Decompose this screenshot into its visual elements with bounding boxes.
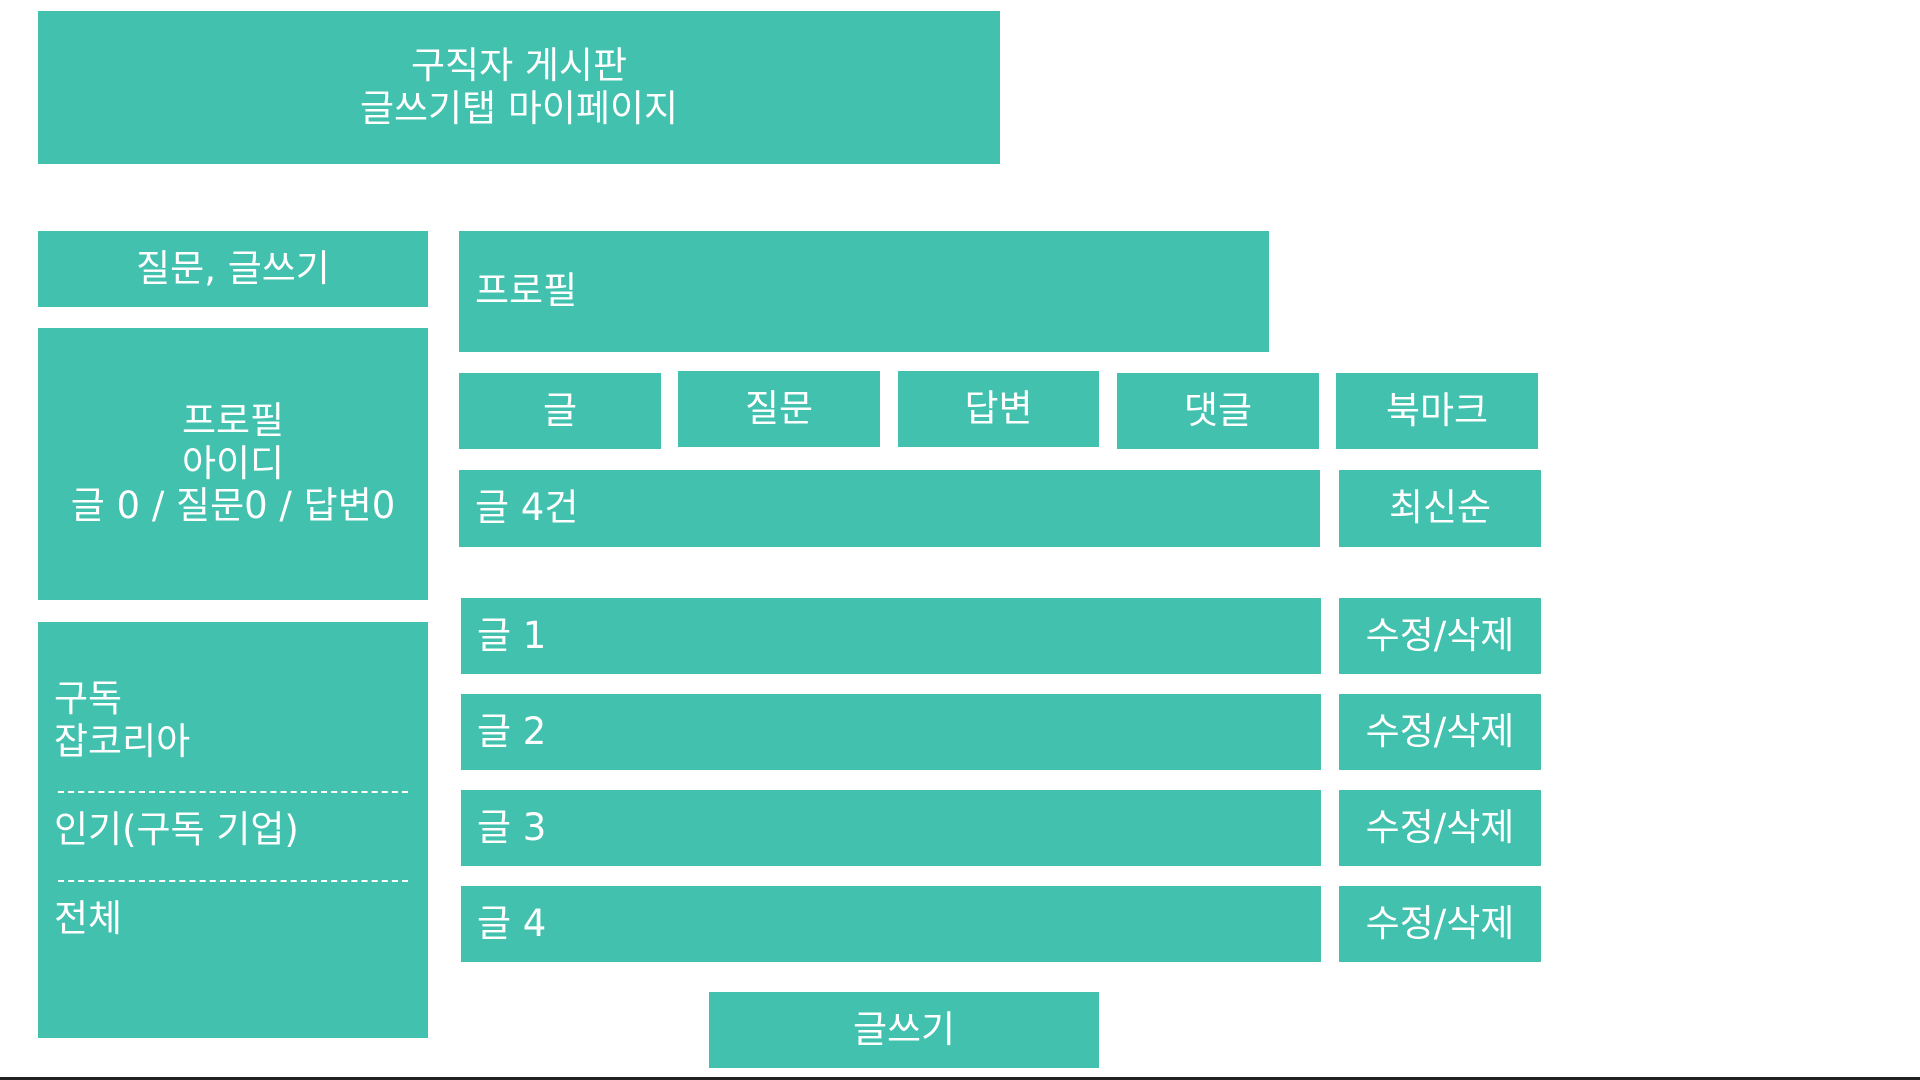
post-count-bar: 글 4건 (459, 470, 1320, 547)
edit-delete-label: 수정/삭제 (1365, 805, 1515, 849)
post-row[interactable]: 글 3 (461, 790, 1321, 866)
post-title: 글 2 (477, 709, 547, 753)
post-row[interactable]: 글 2 (461, 694, 1321, 770)
bottom-border (0, 1077, 1920, 1080)
edit-delete-button[interactable]: 수정/삭제 (1339, 694, 1541, 770)
tab-label: 북마크 (1385, 388, 1489, 432)
tab-label: 답변 (964, 386, 1033, 430)
tab-bookmarks[interactable]: 북마크 (1336, 373, 1538, 449)
post-row[interactable]: 글 1 (461, 598, 1321, 674)
tab-answers[interactable]: 답변 (898, 371, 1099, 447)
divider (58, 879, 408, 882)
sort-button[interactable]: 최신순 (1339, 470, 1541, 547)
tab-label: 댓글 (1183, 388, 1253, 432)
post-row[interactable]: 글 4 (461, 886, 1321, 962)
edit-delete-button[interactable]: 수정/삭제 (1339, 598, 1541, 674)
profile-banner: 프로필 (459, 231, 1269, 352)
post-count-label: 글 4건 (475, 486, 579, 530)
page-subtitle: 글쓰기탭 마이페이지 (359, 86, 679, 130)
divider (58, 791, 408, 794)
sort-label: 최신순 (1388, 486, 1492, 530)
profile-banner-label: 프로필 (475, 269, 578, 313)
post-title: 글 1 (477, 613, 547, 657)
tab-label: 질문 (744, 386, 814, 430)
subscription-company[interactable]: 잡코리아 (54, 719, 191, 763)
sidebar-subscription-panel: 구독 잡코리아 인기(구독 기업) 전체 (38, 622, 428, 1038)
sidebar-profile-card: 프로필 아이디 글 0 / 질문0 / 답변0 (38, 328, 428, 600)
post-title: 글 3 (477, 805, 547, 849)
subscription-label: 구독 (54, 677, 123, 720)
profile-user-id: 아이디 (181, 441, 285, 485)
write-button[interactable]: 글쓰기 (709, 992, 1099, 1068)
edit-delete-label: 수정/삭제 (1365, 709, 1515, 753)
edit-delete-label: 수정/삭제 (1365, 613, 1515, 657)
tab-comments[interactable]: 댓글 (1117, 373, 1319, 449)
write-button-label: 글쓰기 (852, 1007, 956, 1051)
edit-delete-button[interactable]: 수정/삭제 (1339, 790, 1541, 866)
post-title: 글 4 (477, 901, 547, 945)
tab-label: 글 (542, 388, 578, 432)
sidebar-write-button[interactable]: 질문, 글쓰기 (38, 231, 428, 307)
subscription-all[interactable]: 전체 (54, 896, 123, 940)
profile-title: 프로필 (181, 399, 285, 443)
edit-delete-label: 수정/삭제 (1365, 901, 1515, 945)
tab-posts[interactable]: 글 (459, 373, 661, 449)
tab-questions[interactable]: 질문 (678, 371, 880, 447)
profile-counts: 글 0 / 질문0 / 답변0 (70, 484, 396, 528)
page-title: 구직자 게시판 (410, 43, 627, 87)
subscription-popular[interactable]: 인기(구독 기업) (54, 808, 299, 852)
sidebar-write-label: 질문, 글쓰기 (136, 246, 330, 290)
edit-delete-button[interactable]: 수정/삭제 (1339, 886, 1541, 962)
page-header: 구직자 게시판 글쓰기탭 마이페이지 (38, 11, 1000, 164)
